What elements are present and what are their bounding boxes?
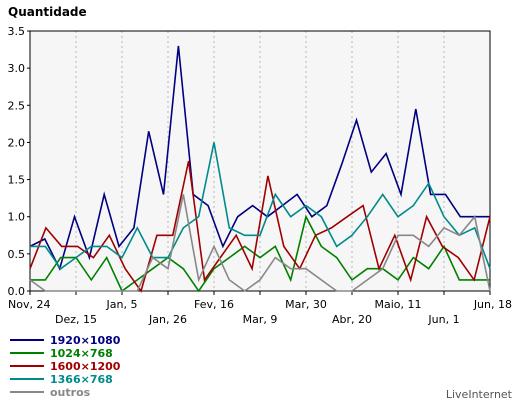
y-tick-label: 3.0 <box>8 62 26 75</box>
x-tick-label: Fev, 16 <box>194 298 234 311</box>
y-tick-label: 1.5 <box>8 174 26 187</box>
y-tick-label: 2.0 <box>8 136 26 149</box>
series-line-1 <box>30 214 490 293</box>
legend-label: outros <box>50 386 91 399</box>
y-tick-label: 0.5 <box>8 248 26 261</box>
legend-label: 1600×1200 <box>50 360 121 373</box>
x-tick-label: Mar, 9 <box>243 313 278 326</box>
x-tick-label: Jun, 18 <box>473 298 512 311</box>
x-tick-label: Jan, 5 <box>106 298 138 311</box>
x-tick-label: Abr, 20 <box>332 313 372 326</box>
legend-label: 1024×768 <box>50 347 113 360</box>
x-tick-label: Jun, 1 <box>427 313 459 326</box>
series-lines <box>29 45 491 293</box>
x-tick-label: Nov, 24 <box>8 298 50 311</box>
y-tick-label: 0.0 <box>8 285 26 298</box>
series-line-4 <box>29 194 491 292</box>
watermark-text: LiveInternet <box>446 388 513 401</box>
legend-label: 1366×768 <box>50 373 113 386</box>
x-tick-label: Jan, 26 <box>148 313 187 326</box>
series-line-3 <box>30 142 491 270</box>
legend-label: 1920×1080 <box>50 334 121 347</box>
y-tick-label: 2.5 <box>8 99 26 112</box>
x-tick-label: Mar, 30 <box>285 298 327 311</box>
axes: 0.0 0.5 1.0 1.5 2.0 2.5 3.0 3.5 Nov, 24 Dez, 15 Ja… <box>8 25 513 326</box>
y-tick-label: 1.0 <box>8 211 26 224</box>
y-tick-label: 3.5 <box>8 25 26 38</box>
y-axis-title: Quantidade <box>8 5 87 19</box>
plot-frame <box>29 30 491 292</box>
x-tick-label: Maio, 11 <box>374 298 421 311</box>
series-line-2 <box>29 160 491 293</box>
x-tick-label: Dez, 15 <box>55 313 97 326</box>
series-line-0 <box>29 45 490 271</box>
